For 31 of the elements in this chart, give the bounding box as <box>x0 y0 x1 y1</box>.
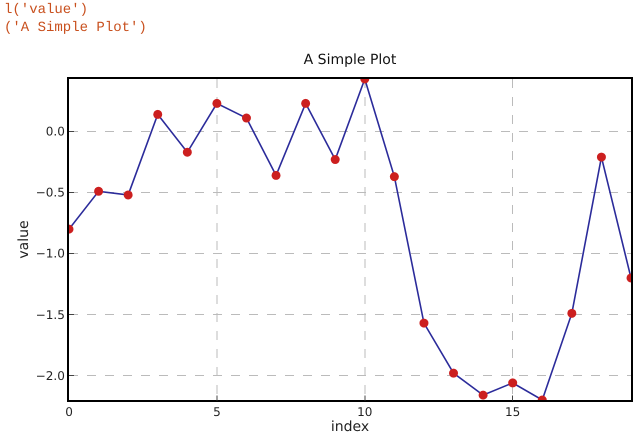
point <box>242 114 251 123</box>
point <box>94 186 104 196</box>
point <box>567 308 576 318</box>
point <box>596 152 606 162</box>
point <box>182 148 192 157</box>
x-tick-label: 15 <box>505 405 520 420</box>
x-tick-label: 10 <box>357 405 372 420</box>
point <box>124 190 133 200</box>
point <box>330 155 340 164</box>
point <box>478 390 488 400</box>
point <box>449 368 458 378</box>
text: l('value') <box>4 2 88 18</box>
x-axis-title: index <box>330 419 370 436</box>
y-tick-label: −0.5 <box>36 186 65 200</box>
y-tick-label: −1.5 <box>36 308 65 322</box>
text: ('A Simple Plot') <box>4 20 147 36</box>
line-series <box>69 79 631 400</box>
point <box>390 172 399 182</box>
point <box>508 378 518 388</box>
x-tick-label: 0 <box>65 405 73 420</box>
point <box>272 170 281 180</box>
y-tick-label: −2.0 <box>36 368 65 383</box>
point <box>419 318 428 328</box>
point <box>301 98 310 108</box>
y-tick-label: −1.0 <box>36 246 65 261</box>
x-tick-label: 5 <box>213 405 221 420</box>
y-tick-label: 0.0 <box>46 124 65 139</box>
point <box>153 110 162 119</box>
chart-title: A Simple Plot <box>304 52 397 68</box>
y-axis-title: value <box>16 220 32 259</box>
point <box>212 98 222 108</box>
